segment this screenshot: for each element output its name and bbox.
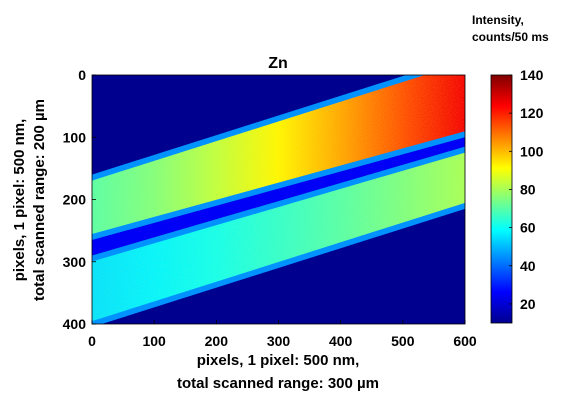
x-tick-label: 600 xyxy=(453,333,477,349)
colorbar-tick-label: 40 xyxy=(520,258,536,274)
x-axis-label-line1: pixels, 1 pixel: 500 nm, xyxy=(197,352,360,369)
y-axis-ticks: 0 100 200 300 400 xyxy=(63,67,96,332)
colorbar-gradient xyxy=(490,74,513,324)
chart-title: Zn xyxy=(268,55,288,72)
y-tick-label: 400 xyxy=(63,316,87,332)
colorbar-title-line1: Intensity, xyxy=(472,13,524,27)
y-axis-label-line1: pixels, 1 pixel: 500 nm, xyxy=(11,119,28,282)
x-tick-label: 400 xyxy=(329,333,353,349)
y-tick-label: 100 xyxy=(63,129,87,145)
colorbar-tick-label: 100 xyxy=(520,143,544,159)
x-tick-label: 0 xyxy=(88,333,96,349)
band-gap xyxy=(92,137,465,256)
colorbar-tick-label: 120 xyxy=(520,105,544,121)
x-axis-label-line2: total scanned range: 300 µm xyxy=(177,375,379,392)
y-tick-label: 0 xyxy=(78,67,86,83)
y-tick-label: 300 xyxy=(63,254,87,270)
colorbar-tick-label: 140 xyxy=(520,67,544,83)
x-tick-label: 100 xyxy=(142,333,166,349)
x-tick-label: 300 xyxy=(267,333,291,349)
colorbar-ticks: 20 40 60 80 100 120 140 xyxy=(509,67,544,312)
colorbar: Intensity, counts/50 ms 20 40 60 80 100 120 14… xyxy=(472,13,549,324)
heatmap-plot xyxy=(91,74,466,325)
colorbar-tick-label: 20 xyxy=(520,296,536,312)
colorbar-tick-label: 60 xyxy=(520,220,536,236)
colorbar-title-line2: counts/50 ms xyxy=(472,30,549,44)
y-axis-label-line2: total scanned range: 200 µm xyxy=(31,99,48,301)
x-tick-label: 500 xyxy=(391,333,415,349)
x-tick-label: 200 xyxy=(205,333,229,349)
x-axis-ticks: 0 100 200 300 400 500 600 xyxy=(88,320,477,349)
y-tick-label: 200 xyxy=(63,192,87,208)
colorbar-tick-label: 80 xyxy=(520,181,536,197)
